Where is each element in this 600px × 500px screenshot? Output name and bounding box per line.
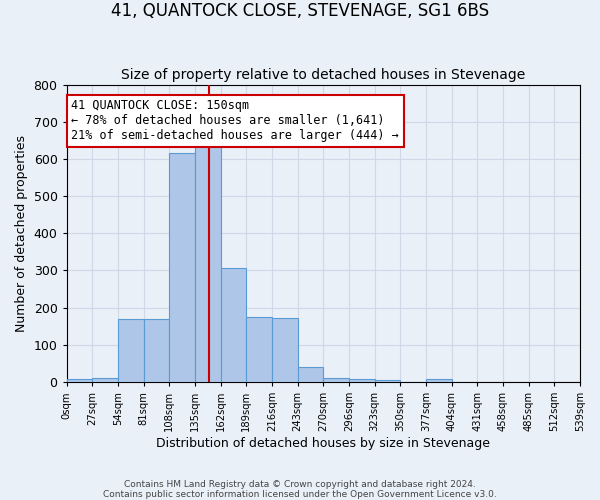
Bar [143,319,169,382]
Bar [426,379,452,382]
X-axis label: Distribution of detached houses by size in Stevenage: Distribution of detached houses by size … [156,437,490,450]
Title: Size of property relative to detached houses in Stevenage: Size of property relative to detached ho… [121,68,526,82]
Text: 41, QUANTOCK CLOSE, STEVENAGE, SG1 6BS: 41, QUANTOCK CLOSE, STEVENAGE, SG1 6BS [111,2,489,21]
Text: Contains HM Land Registry data © Crown copyright and database right 2024.
Contai: Contains HM Land Registry data © Crown c… [103,480,497,499]
Bar [272,318,298,382]
Bar [349,379,374,382]
Y-axis label: Number of detached properties: Number of detached properties [15,135,28,332]
Bar [169,154,195,382]
Bar [221,268,246,382]
Bar [246,317,272,382]
Bar [195,140,221,382]
Bar [323,378,349,382]
Bar [67,380,92,382]
Bar [118,319,143,382]
Bar [298,367,323,382]
Text: 41 QUANTOCK CLOSE: 150sqm
← 78% of detached houses are smaller (1,641)
21% of se: 41 QUANTOCK CLOSE: 150sqm ← 78% of detac… [71,100,399,142]
Bar [374,380,400,382]
Bar [92,378,118,382]
